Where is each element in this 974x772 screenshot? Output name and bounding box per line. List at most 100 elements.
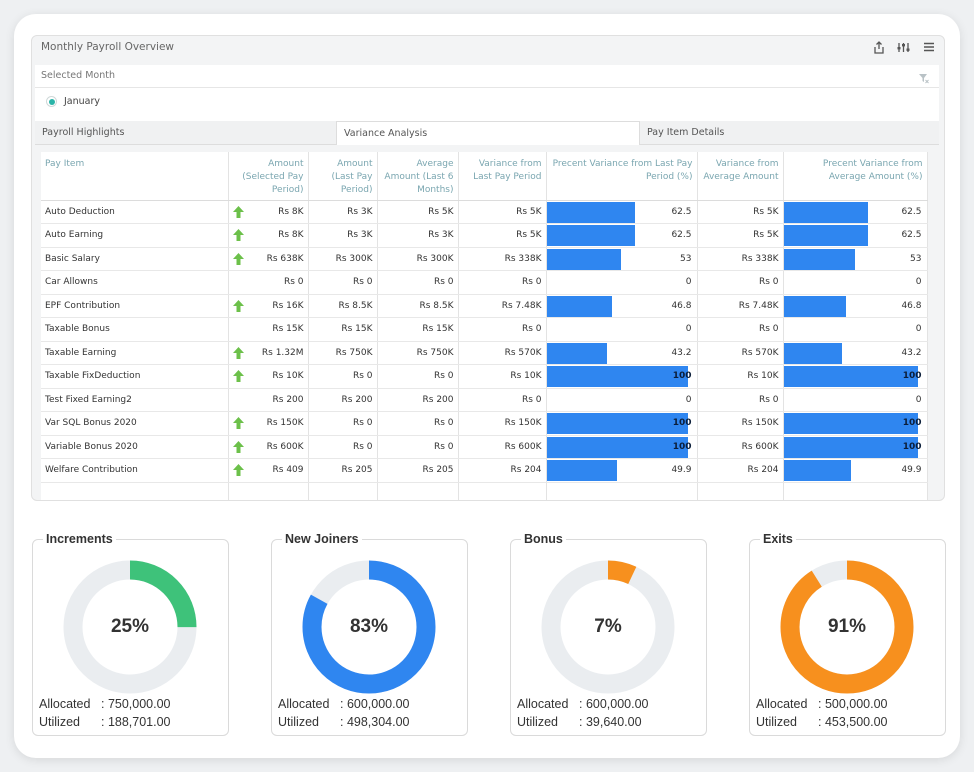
- header-average-amount[interactable]: Average Amount (Last 6 Months): [377, 152, 459, 201]
- variance-average-cell: Rs 600K: [697, 435, 784, 459]
- variance-last-cell: Rs 0: [458, 388, 547, 412]
- card-bonus: Bonus 7% Allocated: 600,000.00 Utilized: 39…: [510, 532, 707, 736]
- table-row[interactable]: EPF Contribution Rs 16K Rs 8.5K Rs 8.5K Rs 7…: [41, 294, 928, 318]
- amount-last-cell-text: Rs 750K: [335, 347, 373, 358]
- pay-item-name: Auto Deduction: [45, 206, 115, 217]
- pct-variance-last-cell: 62.5: [546, 200, 698, 224]
- variance-last-cell-text: Rs 338K: [504, 253, 542, 264]
- amount-selected-cell: Rs 638K: [228, 247, 309, 271]
- amount-last-cell-text: Rs 3K: [347, 230, 373, 241]
- amount-last-cell: Rs 0: [308, 411, 378, 436]
- variance-last-cell: Rs 0: [458, 317, 547, 342]
- share-icon[interactable]: [872, 40, 885, 54]
- tab-pay-item-details[interactable]: Pay Item Details: [640, 121, 939, 145]
- amount-last-cell-text: Rs 0: [352, 418, 373, 429]
- table-row[interactable]: Test Fixed Earning2 Rs 200 Rs 200 Rs 200 Rs …: [41, 388, 928, 412]
- variance-average-cell: Rs 5K: [697, 200, 784, 224]
- pct-variance-last-cell: 0: [546, 270, 698, 295]
- pct-variance-last-cell-bar: [546, 248, 622, 270]
- variance-last-cell-text: Rs 0: [521, 394, 542, 405]
- pay-item-cell: Taxable Bonus: [41, 317, 229, 342]
- table-row[interactable]: Basic Salary Rs 638K Rs 300K Rs 300K Rs 338K…: [41, 247, 928, 271]
- table-row[interactable]: Auto Deduction Rs 8K Rs 3K Rs 5K Rs 5K 62.5 Rs…: [41, 200, 928, 224]
- utilized-value: : 188,701.00: [101, 715, 171, 729]
- table-row[interactable]: Taxable Earning Rs 1.32M Rs 750K Rs 750K Rs …: [41, 341, 928, 365]
- utilized-label: Utilized: [756, 715, 797, 729]
- pct-variance-average-cell-bar: [783, 460, 851, 481]
- tab-variance-analysis[interactable]: Variance Analysis: [336, 121, 640, 145]
- pay-item-cell: Basic Salary: [41, 247, 229, 271]
- amount-last-cell-text: Rs 3K: [347, 206, 373, 217]
- header-amount-last[interactable]: Amount (Last Pay Period): [308, 152, 378, 201]
- pct-variance-average-cell: 43.2: [783, 341, 928, 365]
- pay-item-cell: Welfare Contribution: [41, 458, 229, 483]
- pct-variance-average-cell-bar: [783, 366, 918, 387]
- pct-variance-average-cell-bar: [783, 413, 918, 434]
- variance-last-cell: Rs 0: [458, 270, 547, 295]
- donut-arc: [541, 560, 675, 694]
- pct-variance-average-cell: 100: [783, 411, 928, 436]
- amount-last-cell: Rs 0: [308, 364, 378, 389]
- pct-variance-average-cell: 62.5: [783, 223, 928, 248]
- variance-last-cell: Rs 204: [458, 458, 547, 483]
- table-row[interactable]: Variable Bonus 2020 Rs 600K Rs 0 Rs 0 Rs 600…: [41, 435, 928, 459]
- amount-last-cell: Rs 0: [308, 435, 378, 459]
- amount-selected-text: Rs 409: [272, 465, 304, 476]
- average-amount-cell-text: Rs 0: [433, 441, 454, 452]
- average-amount-cell: Rs 0: [377, 364, 459, 389]
- utilized-stat: Utilized: 453,500.00: [756, 715, 888, 729]
- header-variance-average[interactable]: Variance from Average Amount: [697, 152, 784, 201]
- header-pay-item[interactable]: Pay Item: [41, 152, 229, 201]
- table-row[interactable]: Welfare Contribution Rs 409 Rs 205 Rs 205 Rs…: [41, 458, 928, 483]
- filter-clear-icon[interactable]: [918, 71, 929, 89]
- amount-selected-text: Rs 150K: [266, 418, 304, 429]
- pct-variance-average-cell: 100: [783, 435, 928, 459]
- allocated-value: : 750,000.00: [101, 697, 171, 711]
- header-amount-selected[interactable]: Amount (Selected Pay Period): [228, 152, 309, 201]
- pct-variance-last-cell: 0: [546, 317, 698, 342]
- header-variance-last[interactable]: Variance from Last Pay Period: [458, 152, 547, 201]
- amount-last-cell: Rs 205: [308, 458, 378, 483]
- variance-average-cell-text: Rs 150K: [741, 418, 779, 429]
- pct-variance-last-cell: 53: [546, 247, 698, 271]
- radio-selected-icon[interactable]: [46, 96, 57, 107]
- card-title: New Joiners: [282, 532, 362, 546]
- tab-payroll-highlights[interactable]: Payroll Highlights: [35, 121, 336, 145]
- allocated-label: Allocated: [278, 697, 330, 711]
- average-amount-cell: Rs 0: [377, 270, 459, 295]
- table-row[interactable]: Var SQL Bonus 2020 Rs 150K Rs 0 Rs 0 Rs 150K…: [41, 411, 928, 436]
- pct-variance-last-cell-value: 62.5: [671, 230, 692, 241]
- amount-last-cell: Rs 8.5K: [308, 294, 378, 318]
- amount-selected-cell: Rs 1.32M: [228, 341, 309, 365]
- pct-variance-last-cell: 46.8: [546, 294, 698, 318]
- allocated-value: : 600,000.00: [340, 697, 410, 711]
- average-amount-cell: Rs 300K: [377, 247, 459, 271]
- header-pct-variance-average[interactable]: Precent Variance from Average Amount (%): [783, 152, 928, 201]
- pct-variance-last-cell-value: 43.2: [671, 347, 692, 358]
- chart-settings-icon[interactable]: [897, 41, 910, 54]
- variance-last-cell: Rs 600K: [458, 435, 547, 459]
- table-row[interactable]: Auto Earning Rs 8K Rs 3K Rs 3K Rs 5K 62.5 Rs 5…: [41, 223, 928, 248]
- variance-last-cell-text: Rs 5K: [516, 206, 542, 217]
- variance-table-wrapper: Pay Item Amount (Selected Pay Period) Am…: [41, 152, 928, 500]
- arrow-up-icon: [232, 417, 244, 429]
- table-row[interactable]: Taxable FixDeduction Rs 10K Rs 0 Rs 0 Rs 10K…: [41, 364, 928, 389]
- pct-variance-average-cell: 0: [783, 388, 928, 412]
- arrow-up-icon: [232, 229, 244, 241]
- pay-item-name: Taxable Earning: [45, 347, 117, 358]
- header-pct-variance-last[interactable]: Precent Variance from Last Pay Period (%…: [546, 152, 698, 201]
- variance-average-cell: Rs 150K: [697, 411, 784, 436]
- variance-last-cell-text: Rs 570K: [504, 347, 542, 358]
- variance-average-cell-text: Rs 600K: [741, 441, 779, 452]
- menu-icon[interactable]: [922, 41, 935, 54]
- donut-arc: [780, 560, 914, 694]
- card-new-joiners: New Joiners 83% Allocated: 600,000.00 Utili…: [271, 532, 468, 736]
- table-row[interactable]: Taxable Bonus Rs 15K Rs 15K Rs 15K Rs 0 0 Rs 0…: [41, 317, 928, 342]
- month-option-january[interactable]: January: [46, 96, 100, 107]
- table-row[interactable]: Car Allowns Rs 0 Rs 0 Rs 0 Rs 0 0 Rs 0 0: [41, 270, 928, 295]
- pct-variance-last-cell-bar: [546, 295, 613, 317]
- pct-variance-last-cell-bar: [546, 342, 608, 364]
- amount-selected-text: Rs 8K: [278, 206, 304, 217]
- amount-last-cell: Rs 300K: [308, 247, 378, 271]
- average-amount-cell-text: Rs 8.5K: [419, 300, 454, 311]
